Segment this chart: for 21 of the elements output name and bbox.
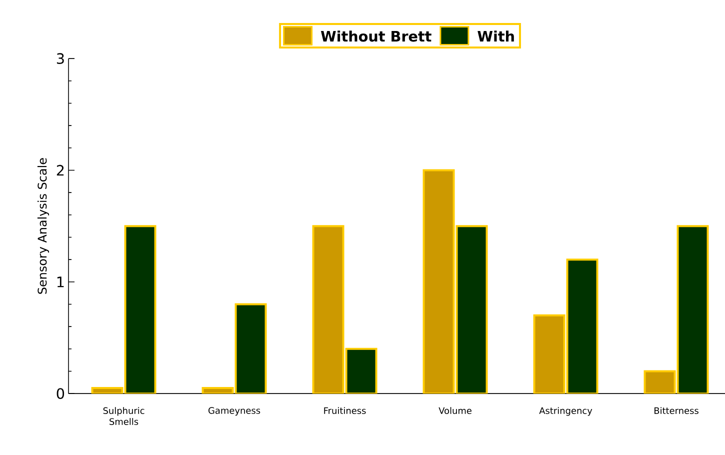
bar xyxy=(676,225,709,394)
y-tick-label: 2 xyxy=(56,164,64,176)
y-axis-title: Sensory Analysis Scale xyxy=(37,158,50,294)
bar xyxy=(422,169,455,394)
bar xyxy=(312,225,344,394)
bar xyxy=(533,314,566,394)
bar xyxy=(124,225,156,394)
bar xyxy=(566,258,598,394)
bar xyxy=(456,225,488,394)
y-tick-label: 0 xyxy=(56,388,64,399)
y-tick-label: 1 xyxy=(57,276,64,288)
x-tick-label: Astringency xyxy=(539,407,592,416)
x-tick-label: Volume xyxy=(438,407,472,414)
y-tick-label: 3 xyxy=(56,53,64,64)
x-tick-label: Gameyness xyxy=(208,407,260,416)
legend-label: Without Brett xyxy=(320,30,432,42)
x-tick-label: Bitterness xyxy=(654,407,698,414)
bar xyxy=(234,303,267,394)
x-tick-label: Fruitiness xyxy=(324,407,366,414)
x-tick-label: Sulphuric Smells xyxy=(103,407,144,425)
legend-label: With xyxy=(478,30,514,42)
